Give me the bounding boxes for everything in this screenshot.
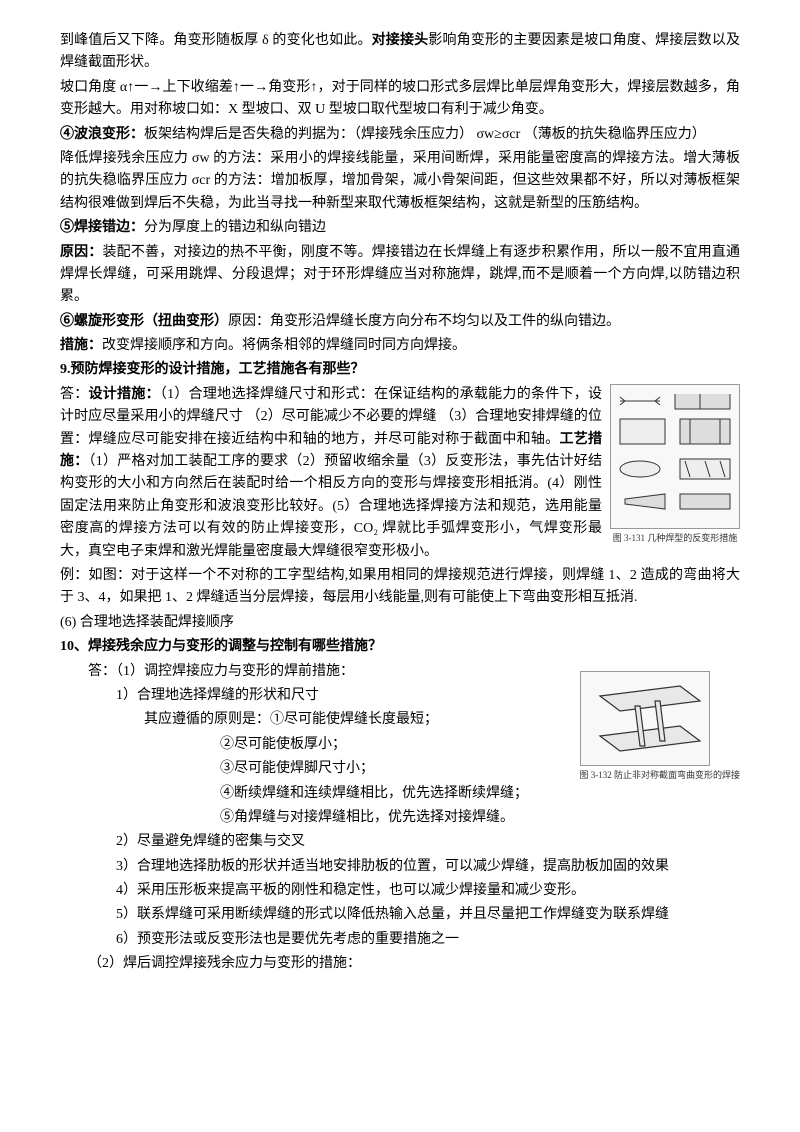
paragraph: 措施：改变焊接顺序和方向。将俩条相邻的焊缝同时同方向焊接。 bbox=[60, 335, 740, 357]
text: 答：（1）调控焊接应力与变形的焊前措施： bbox=[88, 664, 354, 679]
text: 5）联系焊缝可采用断续焊缝的形式以降低热输入总量，并且尽量把工作焊缝变为联系焊缝 bbox=[116, 907, 669, 922]
paragraph: 到峰值后又下降。角变形随板厚 δ 的变化也如此。对接接头影响角变形的主要因素是坡… bbox=[60, 30, 740, 75]
list-item: 2）尽量避免焊缝的密集与交叉 bbox=[60, 831, 740, 853]
text: 改变焊接顺序和方向。将俩条相邻的焊缝同时同方向焊接。 bbox=[102, 338, 466, 353]
text: 9.预防焊接变形的设计措施，工艺措施各有那些？ bbox=[60, 362, 365, 377]
list-item: 6）预变形法或反变形法也是要优先考虑的重要措施之一 bbox=[60, 929, 740, 951]
text: 降低焊接残余压应力 σw 的方法：采用小的焊接线能量，采用间断焊，采用能量密度高… bbox=[60, 151, 740, 211]
paragraph: 原因：装配不善，对接边的热不平衡，刚度不等。焊接错边在长焊缝上有逐步积累作用，所… bbox=[60, 242, 740, 309]
question-heading: 10、焊接残余应力与变形的调整与控制有哪些措施？ bbox=[60, 636, 740, 658]
list-item: 3）合理地选择肋板的形状并适当地安排肋板的位置，可以减少焊缝，提高肋板加固的效果 bbox=[60, 856, 740, 878]
text: （1）严格对加工装配工序的要求（2）预留收缩余量（3）反变形法，事先估计好结构变… bbox=[60, 454, 602, 559]
paragraph: 坡口角度 α↑一→上下收缩差↑一→角变形↑，对于同样的坡口形式多层焊比单层焊角变… bbox=[60, 77, 740, 122]
answer-block: 图 3-132 防止非对称截面弯曲变形的焊接 答：（1）调控焊接应力与变形的焊前… bbox=[60, 661, 740, 978]
list-item: （2）焊后调控焊接残余应力与变形的措施： bbox=[60, 953, 740, 975]
question-heading: 9.预防焊接变形的设计措施，工艺措施各有那些？ bbox=[60, 359, 740, 381]
text: 答： bbox=[60, 387, 89, 402]
paragraph: ④波浪变形：板架结构焊后是否失稳的判据为：（焊接残余压应力） σw≥σcr （薄… bbox=[60, 124, 740, 146]
text: ⑤角焊缝与对接焊缝相比，优先选择对接焊缝。 bbox=[220, 810, 514, 825]
text: 原因：角变形沿焊缝长度方向分布不均匀以及工件的纵向错边。 bbox=[228, 314, 620, 329]
list-item: 4）采用压形板来提高平板的刚性和稳定性，也可以减少焊接量和减少变形。 bbox=[60, 880, 740, 902]
list-item: ⑤角焊缝与对接焊缝相比，优先选择对接焊缝。 bbox=[60, 807, 740, 829]
text: ②尽可能使板厚小； bbox=[220, 737, 346, 752]
heading-inline: ⑥螺旋形变形（扭曲变形） bbox=[60, 314, 228, 329]
bold-text: 对接接头 bbox=[372, 33, 429, 48]
list-item: ④断续焊缝和连续焊缝相比，优先选择断续焊缝； bbox=[60, 783, 740, 805]
text: ③尽可能使焊脚尺寸小； bbox=[220, 761, 374, 776]
text: 1）合理地选择焊缝的形状和尺寸 bbox=[116, 688, 319, 703]
text: 到峰值后又下降。角变形随板厚 δ 的变化也如此。 bbox=[60, 33, 372, 48]
text: 10、焊接残余应力与变形的调整与控制有哪些措施？ bbox=[60, 639, 382, 654]
heading-inline: 原因： bbox=[60, 245, 103, 260]
text: 分为厚度上的错边和纵向错边 bbox=[144, 220, 326, 235]
text: ④断续焊缝和连续焊缝相比，优先选择断续焊缝； bbox=[220, 786, 528, 801]
text: 4）采用压形板来提高平板的刚性和稳定性，也可以减少焊接量和减少变形。 bbox=[116, 883, 585, 898]
answer-block: 图 3-131 几种焊型的反变形措施 答：设计措施：（1）合理地选择焊缝尺寸和形… bbox=[60, 384, 740, 565]
text: 例：如图：对于这样一个不对称的工字型结构,如果用相同的焊接规范进行焊接，则焊缝 … bbox=[60, 568, 740, 605]
paragraph: (6) 合理地选择装配焊接顺序 bbox=[60, 612, 740, 634]
bold-text: 设计措施： bbox=[89, 387, 160, 402]
text: （2）焊后调控焊接残余应力与变形的措施： bbox=[88, 956, 361, 971]
paragraph: ⑤焊接错边：分为厚度上的错边和纵向错边 bbox=[60, 217, 740, 239]
text: 2）尽量避免焊缝的密集与交叉 bbox=[116, 834, 305, 849]
heading-inline: ④波浪变形： bbox=[60, 127, 144, 142]
figure-caption: 图 3-131 几种焊型的反变形措施 bbox=[610, 531, 740, 545]
diagram-icon bbox=[610, 384, 740, 529]
heading-inline: ⑤焊接错边： bbox=[60, 220, 144, 235]
paragraph: 例：如图：对于这样一个不对称的工字型结构,如果用相同的焊接规范进行焊接，则焊缝 … bbox=[60, 565, 740, 610]
figure-1: 图 3-131 几种焊型的反变形措施 bbox=[610, 384, 740, 545]
text: 装配不善，对接边的热不平衡，刚度不等。焊接错边在长焊缝上有逐步积累作用，所以一般… bbox=[60, 245, 740, 305]
text: 板架结构焊后是否失稳的判据为：（焊接残余压应力） σw≥σcr （薄板的抗失稳临… bbox=[144, 127, 706, 142]
text: 坡口角度 α↑一→上下收缩差↑一→角变形↑，对于同样的坡口形式多层焊比单层焊角变… bbox=[60, 80, 740, 117]
diagram-icon bbox=[580, 671, 710, 766]
text: (6) 合理地选择装配焊接顺序 bbox=[60, 615, 234, 630]
list-item: 5）联系焊缝可采用断续焊缝的形式以降低热输入总量，并且尽量把工作焊缝变为联系焊缝 bbox=[60, 904, 740, 926]
paragraph: 降低焊接残余压应力 σw 的方法：采用小的焊接线能量，采用间断焊，采用能量密度高… bbox=[60, 148, 740, 215]
heading-inline: 措施： bbox=[60, 338, 102, 353]
text: 6）预变形法或反变形法也是要优先考虑的重要措施之一 bbox=[116, 932, 459, 947]
paragraph: ⑥螺旋形变形（扭曲变形）原因：角变形沿焊缝长度方向分布不均匀以及工件的纵向错边。 bbox=[60, 311, 740, 333]
figure-2: 图 3-132 防止非对称截面弯曲变形的焊接 bbox=[580, 671, 741, 782]
text: 3）合理地选择肋板的形状并适当地安排肋板的位置，可以减少焊缝，提高肋板加固的效果 bbox=[116, 859, 669, 874]
text: 其应遵循的原则是：①尽可能使焊缝长度最短； bbox=[144, 712, 438, 727]
figure-caption: 图 3-132 防止非对称截面弯曲变形的焊接 bbox=[580, 768, 741, 782]
